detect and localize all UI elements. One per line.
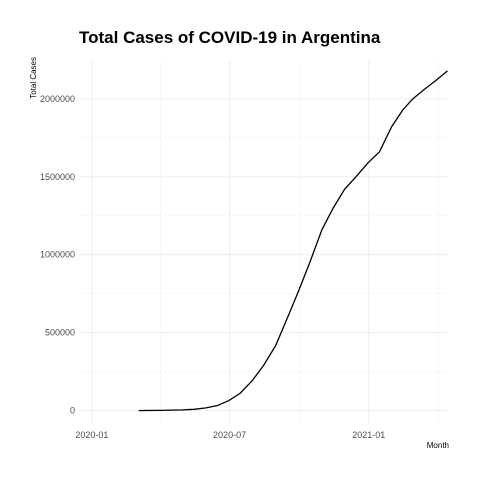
x-axis-ticks: 2020-01 2020-07 2021-01 [75,430,385,440]
x-tick-label: 2021-01 [352,430,385,440]
major-gridlines [79,60,449,423]
y-tick-label: 1000000 [40,250,75,260]
y-tick-label: 0 [70,406,75,416]
y-tick-label: 2000000 [40,94,75,104]
x-axis-label: Month [427,441,449,450]
chart-title: Total Cases of COVID-19 in Argentina [79,28,381,47]
x-tick-label: 2020-07 [213,430,246,440]
y-axis-ticks: 0 500000 1000000 1500000 2000000 [40,94,75,416]
minor-gridlines [79,60,449,423]
total-cases-line [138,70,448,412]
y-axis-label: Total Cases [29,57,38,99]
y-tick-label: 1500000 [40,172,75,182]
y-tick-label: 500000 [45,328,75,338]
x-tick-label: 2020-01 [75,430,108,440]
